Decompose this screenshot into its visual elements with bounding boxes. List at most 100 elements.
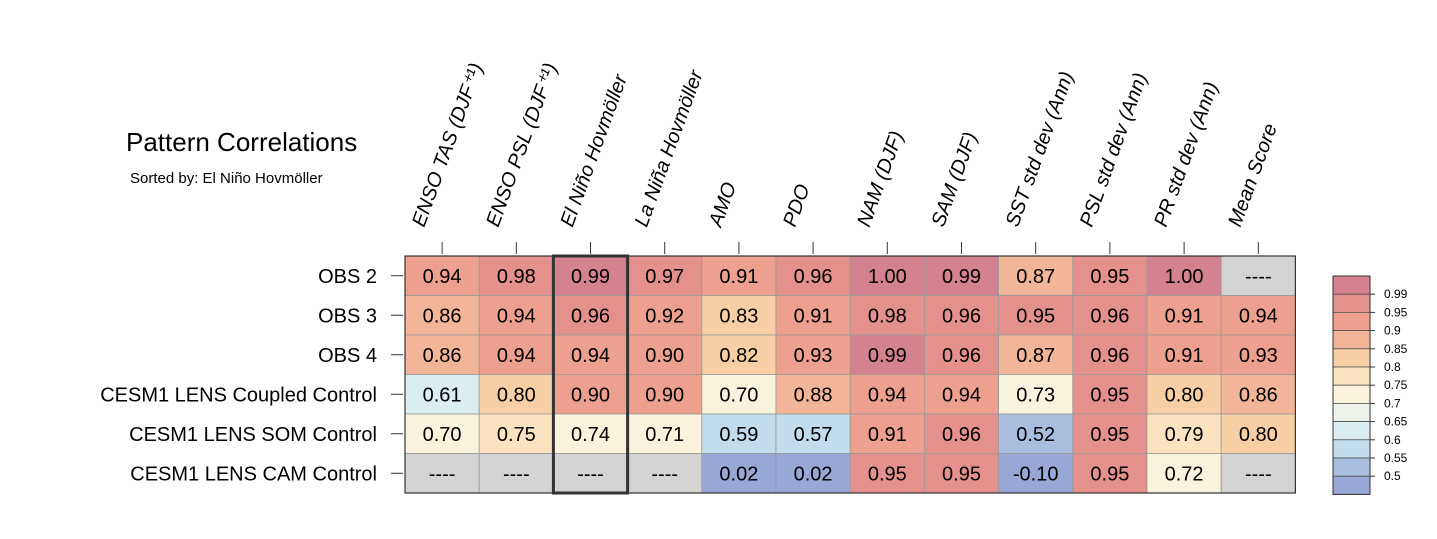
cell-value: 0.52: [1016, 424, 1055, 446]
heatmap-cell: [701, 334, 777, 375]
heatmap-cell: [1146, 255, 1222, 296]
cell-value: 0.95: [1090, 384, 1129, 406]
cell-value: 0.83: [719, 305, 758, 327]
cell-value: 0.71: [645, 424, 684, 446]
heatmap-cell: [924, 295, 1000, 336]
cell-value: 0.79: [1165, 424, 1204, 446]
colorbar-swatch: [1332, 402, 1371, 422]
cell-value: 0.90: [645, 345, 684, 367]
heatmap-cell: [775, 413, 851, 454]
cell-value: 0.96: [794, 266, 833, 288]
cell-value: 0.90: [645, 384, 684, 406]
heatmap-cell: [1146, 334, 1222, 375]
colorbar-swatch: [1332, 421, 1371, 441]
heatmap-cell: [478, 453, 554, 494]
cell-value: 0.94: [1239, 305, 1278, 327]
heatmap-cell: [775, 295, 851, 336]
colorbar-label: 0.8: [1384, 360, 1401, 374]
heatmap-cell: [1072, 334, 1148, 375]
cell-value: 0.97: [645, 266, 684, 288]
column-label: El Niño Hovmöller: [557, 71, 633, 230]
heatmap-cell: [998, 453, 1074, 494]
cell-value: 0.88: [794, 384, 833, 406]
heatmap-cell: [478, 334, 554, 375]
column-label: La Niña Hovmöller: [631, 66, 708, 229]
heatmap-cell: [849, 295, 925, 336]
cell-value: 0.57: [794, 424, 833, 446]
colorbar-swatch: [1332, 366, 1371, 386]
cell-value: 0.96: [942, 305, 981, 327]
cell-value: 0.91: [868, 424, 907, 446]
cell-value: ----: [429, 463, 456, 485]
heatmap-frame: [404, 255, 1297, 494]
cell-value: 0.82: [719, 345, 758, 367]
colorbar-swatch: [1332, 275, 1371, 295]
row-label: OBS 2: [318, 266, 377, 288]
column-label: ENSO TAS (DJF⁺¹): [408, 60, 488, 230]
row-label: CESM1 LENS SOM Control: [129, 424, 377, 446]
heatmap-cell: [1072, 453, 1148, 494]
chart-title: Pattern Correlations: [126, 127, 358, 157]
colorbar-label: 0.6: [1384, 433, 1401, 447]
cell-value: 0.95: [868, 463, 907, 485]
heatmap-cell: [627, 334, 703, 375]
cell-value: 0.80: [1165, 384, 1204, 406]
heatmap-cell: [1220, 295, 1296, 336]
heatmap-cell: [849, 255, 925, 296]
cell-value: 0.95: [1090, 463, 1129, 485]
colorbar-label: 0.9: [1384, 324, 1401, 338]
column-label: PR std dev (Ann): [1150, 79, 1223, 230]
cell-value: 0.95: [1090, 266, 1129, 288]
cell-value: 0.02: [794, 463, 833, 485]
cell-value: 0.91: [794, 305, 833, 327]
heatmap-cell: [924, 453, 1000, 494]
heatmap-cell: [553, 334, 629, 375]
cell-value: 0.94: [497, 345, 536, 367]
column-label: PSL std dev (Ann): [1076, 70, 1152, 230]
heatmap-cell: [1072, 255, 1148, 296]
chart-subtitle: Sorted by: El Niño Hovmöller: [130, 170, 323, 187]
cell-value: ----: [651, 463, 678, 485]
cell-value: 1.00: [868, 266, 907, 288]
heatmap-cell: [1146, 413, 1222, 454]
heatmap-cell: [404, 255, 480, 296]
column-label: SAM (DJF): [928, 129, 982, 229]
heatmap-cell: [1220, 334, 1296, 375]
colorbar-swatch: [1332, 384, 1371, 404]
cell-value: 0.95: [1016, 305, 1055, 327]
row-label: OBS 4: [318, 345, 377, 367]
colorbar-label: 0.7: [1384, 396, 1401, 410]
cell-value: 0.91: [719, 266, 758, 288]
column-label: PDO: [779, 181, 814, 229]
heatmap-cell: [1146, 295, 1222, 336]
cell-value: 0.99: [942, 266, 981, 288]
column-label: NAM (DJF): [853, 128, 908, 229]
heatmap-cell: [553, 374, 629, 415]
colorbar-swatch: [1332, 330, 1371, 350]
heatmap-cell: [924, 413, 1000, 454]
cell-value: 0.96: [942, 345, 981, 367]
column-label: SST std dev (Ann): [1002, 69, 1079, 230]
cell-value: -0.10: [1013, 463, 1059, 485]
cell-value: 0.94: [868, 384, 907, 406]
colorbar-label: 0.95: [1384, 305, 1408, 319]
cell-value: 0.96: [1090, 345, 1129, 367]
heatmap-cell: [998, 334, 1074, 375]
cell-value: 0.59: [719, 424, 758, 446]
cell-value: 0.86: [423, 345, 462, 367]
colorbar-label: 0.65: [1384, 415, 1408, 429]
cell-value: ----: [1245, 463, 1272, 485]
heatmap-cell: [1146, 374, 1222, 415]
cell-value: 0.91: [1165, 345, 1204, 367]
cell-value: 0.86: [423, 305, 462, 327]
cell-value: 0.93: [1239, 345, 1278, 367]
cell-value: 0.95: [942, 463, 981, 485]
cell-value: 0.90: [571, 384, 610, 406]
heatmap-cell: [553, 295, 629, 336]
colorbar-label: 0.5: [1384, 469, 1401, 483]
column-label: ENSO PSL (DJF⁺¹): [482, 60, 562, 230]
cell-value: 0.75: [497, 424, 536, 446]
row-label: CESM1 LENS Coupled Control: [100, 384, 377, 406]
heatmap-cell: [627, 413, 703, 454]
row-label: CESM1 LENS CAM Control: [130, 463, 377, 485]
